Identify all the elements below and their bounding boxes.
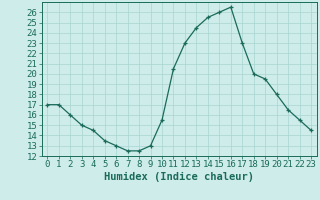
X-axis label: Humidex (Indice chaleur): Humidex (Indice chaleur) <box>104 172 254 182</box>
